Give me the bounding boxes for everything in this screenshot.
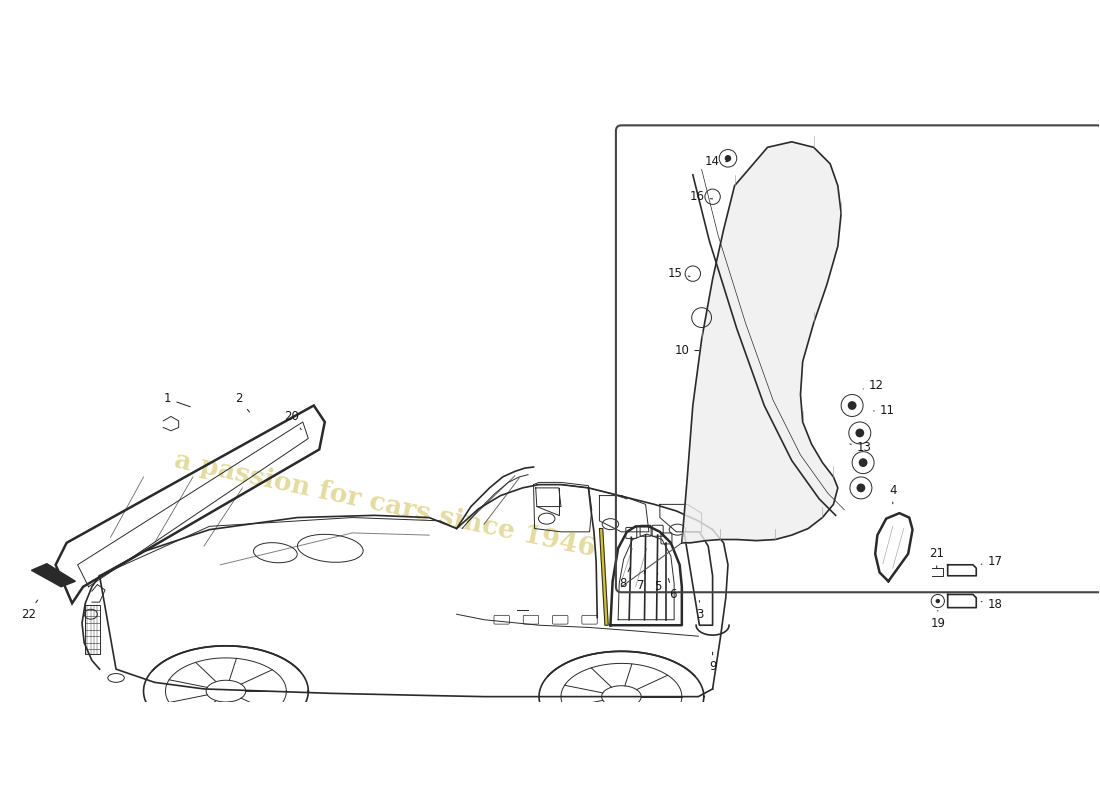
Text: 5: 5 bbox=[654, 573, 661, 594]
Text: 21: 21 bbox=[930, 547, 944, 568]
Text: 12: 12 bbox=[864, 379, 883, 392]
Circle shape bbox=[936, 599, 940, 603]
Text: 18: 18 bbox=[981, 598, 1002, 611]
Text: 10: 10 bbox=[674, 344, 698, 357]
Text: 7: 7 bbox=[637, 570, 645, 592]
Circle shape bbox=[859, 458, 868, 467]
Text: a passion for cars since 1946: a passion for cars since 1946 bbox=[173, 447, 598, 562]
Text: 16: 16 bbox=[690, 190, 713, 203]
Text: 1: 1 bbox=[164, 393, 190, 406]
Circle shape bbox=[848, 401, 857, 410]
Text: 6: 6 bbox=[669, 578, 676, 601]
Polygon shape bbox=[32, 564, 76, 586]
Text: 11: 11 bbox=[873, 405, 894, 418]
Text: 2: 2 bbox=[235, 393, 250, 412]
Circle shape bbox=[857, 483, 866, 492]
Text: 3: 3 bbox=[695, 601, 703, 621]
Text: 9: 9 bbox=[708, 652, 716, 674]
Text: 8: 8 bbox=[619, 567, 630, 590]
Text: 22: 22 bbox=[21, 600, 37, 621]
Text: 4: 4 bbox=[889, 483, 896, 504]
Polygon shape bbox=[682, 142, 842, 543]
Polygon shape bbox=[600, 529, 608, 626]
Text: 19: 19 bbox=[931, 610, 945, 630]
Circle shape bbox=[725, 155, 732, 162]
Text: 15: 15 bbox=[668, 267, 690, 280]
Text: 20: 20 bbox=[285, 410, 301, 430]
Circle shape bbox=[856, 429, 865, 438]
Text: 17: 17 bbox=[981, 555, 1002, 568]
Text: 13: 13 bbox=[850, 441, 871, 454]
Text: 14: 14 bbox=[705, 155, 728, 168]
